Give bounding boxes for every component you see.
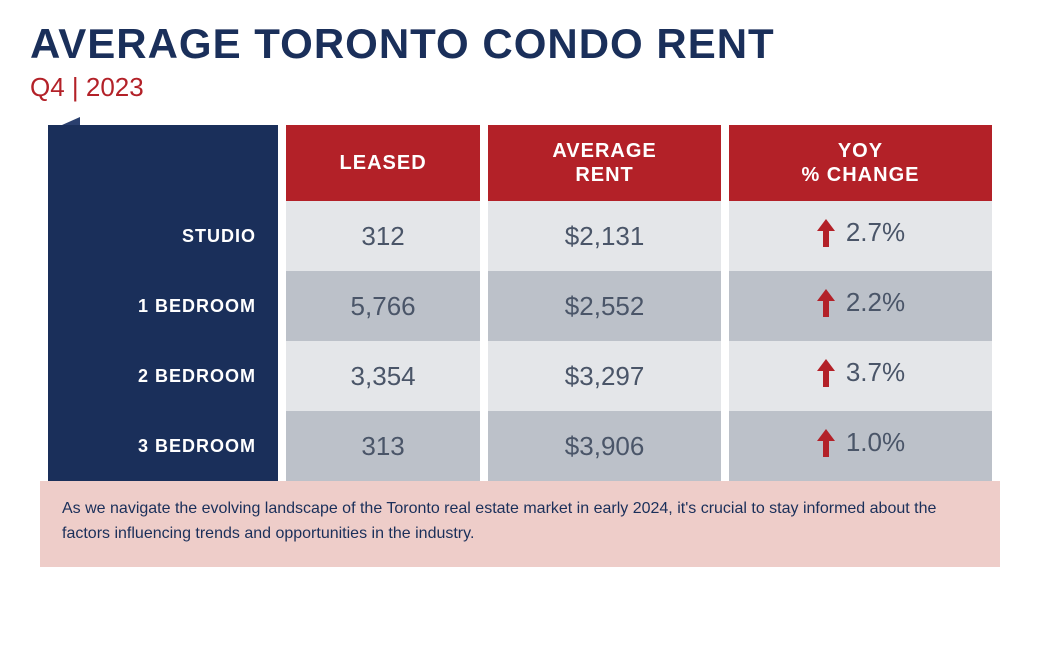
row-label: 2 BEDROOM [48,341,278,411]
tab-fold-decoration [62,117,80,125]
cell-leased: 5,766 [286,271,480,341]
cell-rent: $3,297 [488,341,721,411]
rent-table: LEASED AVERAGERENT YOY% CHANGE STUDIO 31… [40,125,1000,481]
cell-rent: $3,906 [488,411,721,481]
rent-table-container: LEASED AVERAGERENT YOY% CHANGE STUDIO 31… [40,125,1000,481]
rowlabel-header-blank [48,125,278,201]
cell-change: 2.2% [729,271,992,341]
cell-change: 2.7% [729,201,992,271]
col-header-leased: LEASED [286,125,480,201]
change-value: 1.0% [846,427,905,458]
page-subtitle: Q4 | 2023 [30,72,1011,103]
table-row: 2 BEDROOM 3,354 $3,297 3.7% [48,341,992,411]
arrow-up-icon [816,288,836,318]
col-header-avg-rent: AVERAGERENT [488,125,721,201]
change-value: 2.7% [846,217,905,248]
cell-leased: 313 [286,411,480,481]
cell-leased: 312 [286,201,480,271]
change-value: 2.2% [846,287,905,318]
page-title: AVERAGE TORONTO CONDO RENT [30,20,1011,68]
col-header-yoy-change: YOY% CHANGE [729,125,992,201]
table-row: 1 BEDROOM 5,766 $2,552 2.2% [48,271,992,341]
row-label: STUDIO [48,201,278,271]
change-value: 3.7% [846,357,905,388]
row-label: 1 BEDROOM [48,271,278,341]
cell-rent: $2,131 [488,201,721,271]
cell-rent: $2,552 [488,271,721,341]
cell-change: 1.0% [729,411,992,481]
row-label: 3 BEDROOM [48,411,278,481]
footer-note: As we navigate the evolving landscape of… [40,481,1000,567]
cell-leased: 3,354 [286,341,480,411]
table-row: STUDIO 312 $2,131 2.7% [48,201,992,271]
cell-change: 3.7% [729,341,992,411]
arrow-up-icon [816,428,836,458]
arrow-up-icon [816,358,836,388]
table-row: 3 BEDROOM 313 $3,906 1.0% [48,411,992,481]
arrow-up-icon [816,218,836,248]
